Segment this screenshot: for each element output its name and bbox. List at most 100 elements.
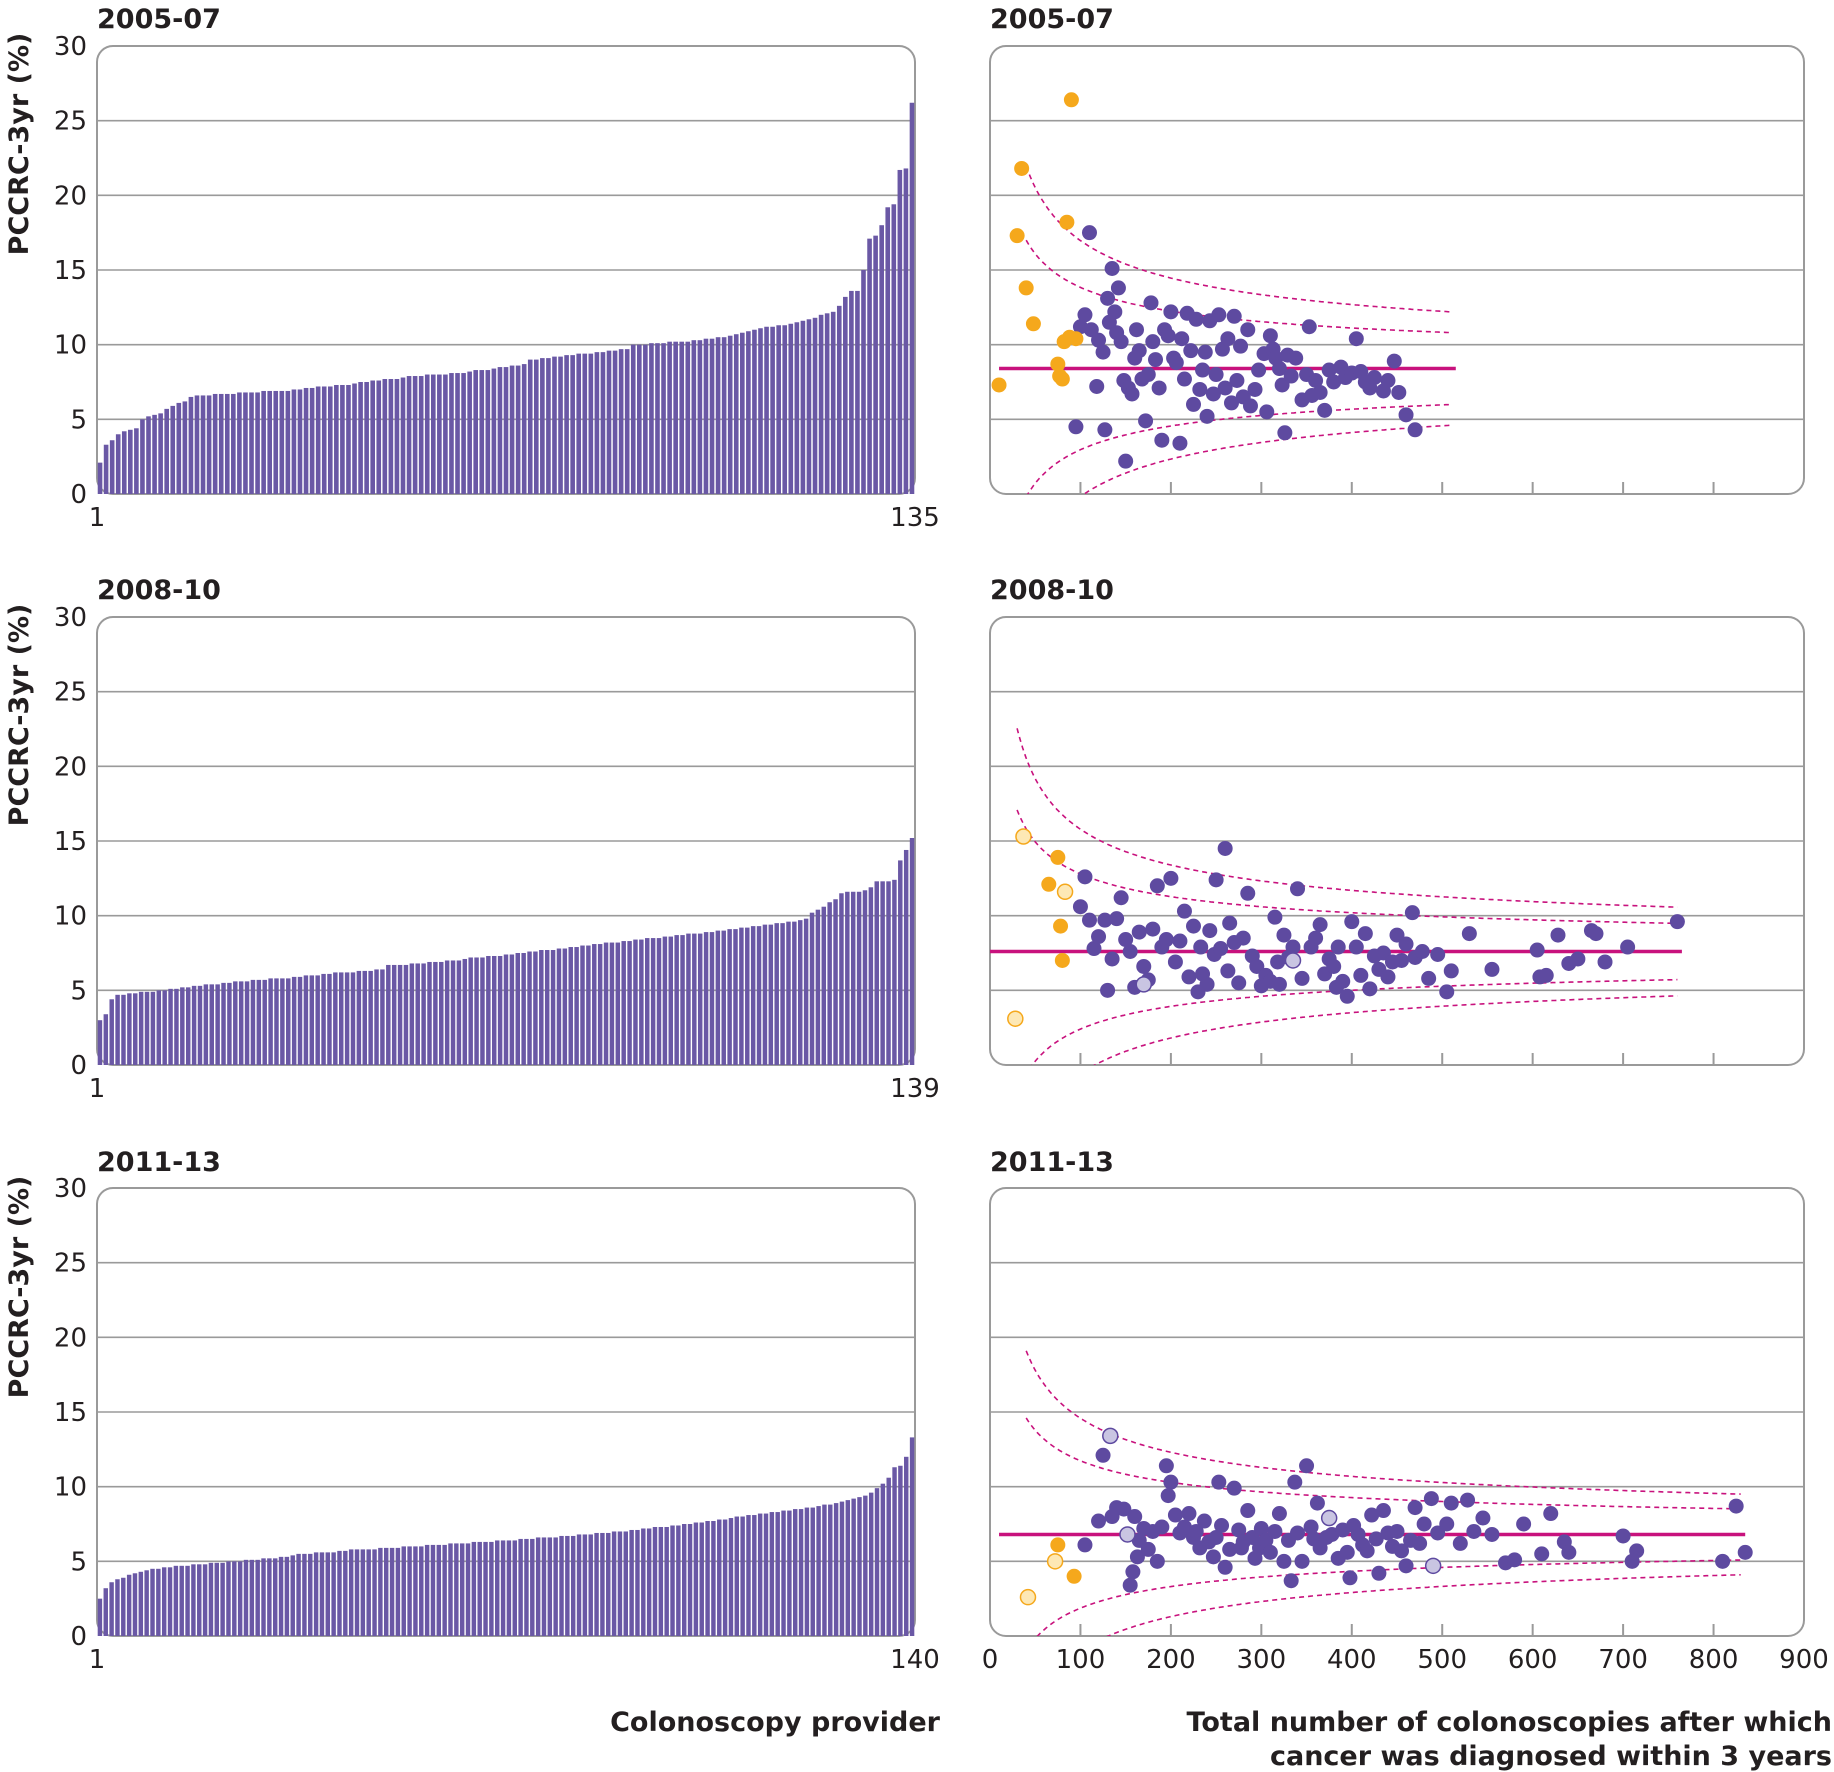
y-tick-label: 5 <box>70 405 87 435</box>
bar <box>146 416 151 494</box>
bar <box>662 936 668 1065</box>
bar <box>521 953 526 1065</box>
bar <box>655 343 660 494</box>
bar <box>612 350 618 494</box>
bar <box>576 353 582 494</box>
y-tick-label: 5 <box>70 976 87 1006</box>
bar <box>378 1547 383 1636</box>
provider-point <box>1262 328 1278 344</box>
provider-point <box>1163 1474 1179 1490</box>
bar <box>668 936 674 1065</box>
y-tick-label: 0 <box>70 480 87 510</box>
bar <box>892 1467 897 1636</box>
provider-point-low <box>1009 228 1025 244</box>
control-limit-998-lower <box>1025 1574 1741 1636</box>
bar <box>407 1546 412 1636</box>
provider-point <box>1267 1523 1283 1539</box>
provider-point <box>1294 970 1310 986</box>
bar <box>898 860 903 1065</box>
bar <box>321 973 326 1065</box>
provider-point <box>1205 386 1221 402</box>
provider-point <box>1407 422 1423 438</box>
provider-point-low <box>1054 371 1070 387</box>
provider-point <box>1394 1543 1410 1559</box>
bar <box>500 1540 506 1636</box>
provider-point <box>1309 1495 1325 1511</box>
bar <box>197 985 203 1065</box>
provider-point <box>1148 352 1164 368</box>
bar <box>570 355 575 494</box>
bar <box>570 1535 576 1636</box>
provider-point <box>1299 1458 1315 1474</box>
bar <box>321 386 327 494</box>
provider-point <box>1271 1506 1287 1522</box>
bar <box>127 993 132 1065</box>
bar <box>699 1522 704 1636</box>
funnel-x-axis-title-line1: Total number of colonoscopies after whic… <box>1187 1707 1832 1738</box>
bar <box>850 891 856 1065</box>
bar <box>364 382 369 494</box>
provider-point <box>1368 1531 1384 1547</box>
provider-point <box>1715 1553 1731 1569</box>
provider-point <box>1154 1519 1170 1535</box>
bar <box>780 923 785 1065</box>
bar <box>121 431 127 494</box>
provider-point <box>1421 970 1437 986</box>
bar <box>268 978 273 1065</box>
provider-point <box>1195 362 1211 378</box>
bar <box>233 981 238 1065</box>
bar <box>456 960 462 1065</box>
bar <box>746 1515 751 1636</box>
bar <box>794 322 800 494</box>
provider-point <box>1366 370 1382 386</box>
funnel-plot-2008-10 <box>989 616 1805 1066</box>
bar-chart-2011-13: 0 5 10 15 20 25 30 1 140 <box>54 1174 940 1675</box>
provider-point <box>1116 1501 1132 1517</box>
provider-point <box>1100 290 1116 306</box>
provider-point-low-hollow <box>1046 1553 1064 1570</box>
provider-point <box>1109 911 1125 927</box>
bar <box>215 984 220 1065</box>
x-tick-label-last: 135 <box>890 503 940 533</box>
bar <box>782 325 788 494</box>
x-tick-label: 900 <box>1779 1645 1829 1675</box>
provider-point <box>1174 331 1190 347</box>
bar <box>861 270 866 494</box>
bar <box>635 1529 640 1636</box>
bar <box>867 238 872 494</box>
bar <box>274 978 279 1065</box>
bar <box>603 942 609 1065</box>
bar <box>512 1540 517 1636</box>
provider-point <box>1104 261 1120 277</box>
bar <box>839 1501 845 1636</box>
bar <box>568 947 573 1065</box>
bar <box>637 344 642 494</box>
provider-point <box>1357 926 1373 942</box>
provider-point <box>1081 225 1097 241</box>
provider-point <box>1389 1523 1405 1539</box>
bar <box>313 1552 319 1636</box>
provider-point <box>1097 422 1113 438</box>
bar <box>733 334 739 494</box>
provider-point <box>1160 328 1176 344</box>
bar <box>115 994 120 1065</box>
bar <box>138 991 144 1065</box>
bar <box>243 1559 249 1636</box>
bar <box>267 390 272 494</box>
bar <box>331 1552 336 1636</box>
provider-point <box>1669 914 1685 930</box>
bar <box>250 979 256 1065</box>
bar <box>290 1555 295 1636</box>
bar <box>697 340 703 494</box>
provider-point <box>1143 295 1159 311</box>
bar <box>715 337 721 494</box>
bar <box>740 332 745 494</box>
bar <box>828 1504 833 1636</box>
provider-point <box>1158 932 1174 948</box>
bar <box>544 950 550 1065</box>
bar <box>444 960 450 1065</box>
provider-point <box>1186 396 1201 412</box>
bar <box>209 984 214 1065</box>
bar <box>344 972 350 1065</box>
bar <box>415 963 420 1065</box>
